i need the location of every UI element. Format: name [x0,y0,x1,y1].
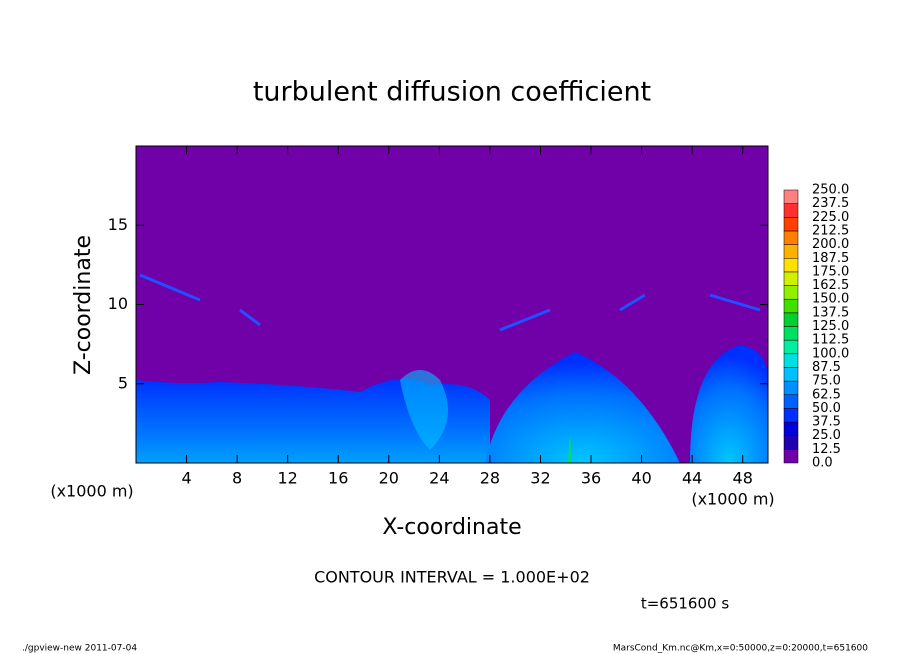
x-tick-label: 24 [429,469,449,488]
colorbar-label: 87.5 [812,360,841,375]
colorbar-bin [783,285,799,300]
colorbar-label: 137.5 [812,305,849,320]
colorbar-bin [783,449,799,464]
colorbar-label: 237.5 [812,196,849,211]
colorbar-bin [783,326,799,341]
x-tick-label: 16 [328,469,348,488]
colorbar-bin [783,394,799,409]
colorbar-label: 12.5 [812,442,841,457]
x-tick-label: 44 [682,469,702,488]
colorbar-label: 75.0 [812,374,841,389]
y-tick-label: 15 [108,215,128,234]
colorbar-label: 175.0 [812,264,849,279]
y-tick-label: 5 [118,373,128,392]
colorbar-bin [783,421,799,436]
x-tick-label: 20 [379,469,399,488]
chart-title: turbulent diffusion coefficient [253,77,651,108]
colorbar-label: 150.0 [812,292,849,307]
field-dome [485,352,680,463]
colorbar-label: 187.5 [812,251,849,266]
footer: MarsCond_Km.nc@Km,x=0:50000,z=0:20000,t=… [613,644,868,654]
x-tick-label: 36 [581,469,601,488]
y-tick-label: 10 [108,294,128,313]
x-unit: (x1000 m) [691,490,774,509]
colorbar-bin [783,367,799,382]
field-eddy [400,370,448,450]
x-tick-label: 48 [733,469,753,488]
field-dome [690,345,768,463]
colorbar-bin [783,353,799,368]
field-lower-layer [136,378,490,463]
x-tick-label: 12 [278,469,298,488]
colorbar-label: 212.5 [812,223,849,238]
colorbar-bin [783,244,799,259]
field-eddy [139,273,761,332]
colorbar-label: 100.0 [812,346,849,361]
colorbar-label: 37.5 [812,415,841,430]
colorbar-label: 112.5 [812,333,849,348]
colorbar-bin [783,189,799,204]
colorbar-label: 162.5 [812,278,849,293]
x-tick-label: 4 [181,469,191,488]
annotation: t=651600 s [641,595,729,613]
colorbar-label: 225.0 [812,210,849,225]
colorbar-bin [783,298,799,314]
field-peak [568,435,572,463]
x-tick-label: 40 [631,469,651,488]
colorbar-bin [783,408,799,423]
colorbar-label: 25.0 [812,428,841,443]
colorbar-bin [783,339,799,355]
colorbar-label: 125.0 [812,319,849,334]
colorbar-label: 0.0 [812,456,833,471]
colorbar-bin [783,230,799,245]
colorbar-label: 200.0 [812,237,849,252]
colorbar-bin [783,217,799,232]
x-tick-label: 8 [232,469,242,488]
colorbar-bin [783,312,799,327]
colorbar-bin [783,435,799,450]
x-tick-label: 32 [530,469,550,488]
x-axis-label: X-coordinate [382,515,521,540]
colorbar-bin [783,258,799,273]
annotation: CONTOUR INTERVAL = 1.000E+02 [314,568,590,587]
x-tick-label: 28 [480,469,500,488]
colorbar-bin [783,380,799,396]
y-unit: (x1000 m) [50,482,133,501]
footer: ./gpview-new 2011-07-04 [22,644,137,654]
colorbar-label: 50.0 [812,401,841,416]
colorbar-bin [783,203,799,218]
field [136,146,768,463]
colorbar-label: 62.5 [812,387,841,402]
y-axis-label: Z-coordinate [71,235,96,375]
colorbar-bin [783,271,799,286]
colorbar-label: 250.0 [812,183,849,198]
